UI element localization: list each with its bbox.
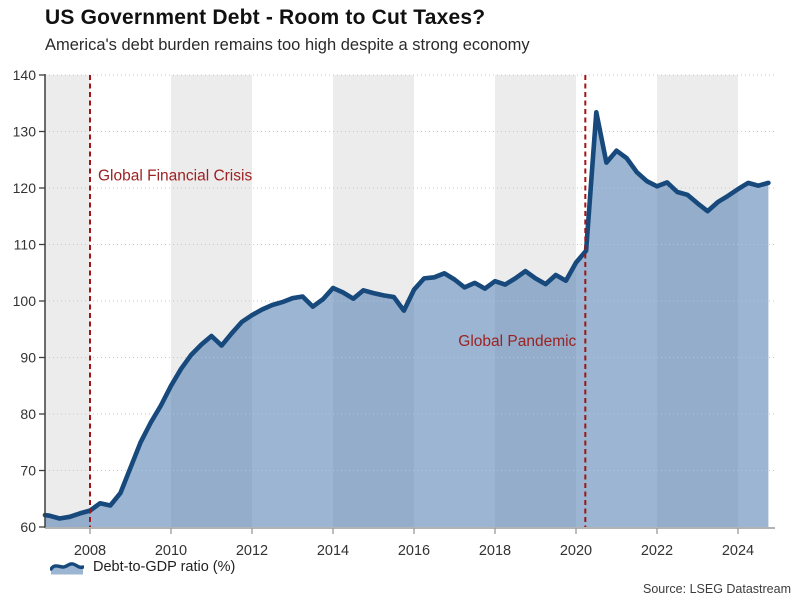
y-tick-label: 140: [13, 67, 37, 83]
legend-swatch-line: [50, 562, 84, 571]
y-tick-label: 130: [13, 124, 37, 140]
page-title: US Government Debt - Room to Cut Taxes?: [45, 6, 486, 29]
annotation-label: Global Pandemic: [458, 333, 576, 350]
background-band: [45, 75, 90, 527]
x-tick-label: 2018: [479, 543, 511, 559]
annotation-label: Global Financial Crisis: [98, 168, 252, 185]
legend: Debt-to-GDP ratio (%): [50, 559, 235, 575]
debt-ratio-line: [42, 110, 771, 521]
y-tick-label: 120: [13, 180, 37, 196]
x-tick-label: 2022: [641, 543, 673, 559]
y-tick-label: 70: [20, 463, 36, 479]
y-tick-label: 80: [20, 406, 36, 422]
source-credit: Source: LSEG Datastream: [643, 582, 791, 596]
x-tick-label: 2020: [560, 543, 592, 559]
area-fill: [45, 112, 769, 528]
x-tick-label: 2014: [317, 543, 349, 559]
legend-area-swatch-icon: [50, 562, 84, 575]
legend-label: Debt-to-GDP ratio (%): [93, 559, 236, 575]
x-tick-label: 2010: [155, 543, 187, 559]
x-tick-label: 2024: [722, 543, 754, 559]
x-tick-label: 2008: [74, 543, 106, 559]
y-tick-label: 100: [13, 293, 37, 309]
y-tick-label: 60: [20, 519, 36, 535]
x-tick-label: 2012: [236, 543, 268, 559]
y-tick-label: 90: [20, 350, 36, 366]
x-tick-label: 2016: [398, 543, 430, 559]
y-tick-label: 110: [14, 237, 37, 253]
page-subtitle: America's debt burden remains too high d…: [45, 36, 530, 54]
